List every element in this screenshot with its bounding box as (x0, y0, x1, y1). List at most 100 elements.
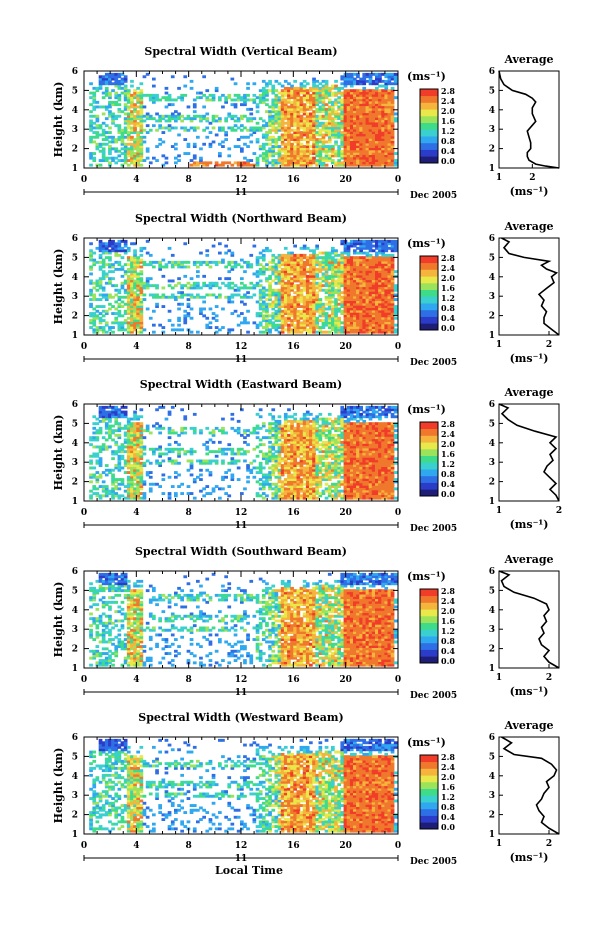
heatmap-cell (346, 138, 351, 141)
heatmap-cell (265, 133, 269, 137)
heatmap-cell (136, 110, 140, 114)
heatmap-cell (92, 293, 97, 297)
heatmap-cell (139, 478, 144, 481)
colorbar-frame (419, 88, 439, 164)
heatmap-cell (120, 415, 125, 419)
heatmap-cell (359, 279, 363, 283)
heatmap-cell (321, 107, 326, 111)
heatmap-cell (139, 433, 144, 437)
heatmap-cell (393, 242, 398, 246)
heatmap-cell (148, 461, 153, 465)
heatmap-cell (139, 152, 144, 155)
heatmap-cell (362, 323, 367, 327)
heatmap-cell (356, 265, 360, 269)
heatmap-cell (349, 147, 354, 151)
heatmap-cell (362, 300, 367, 304)
heatmap-cell (104, 274, 109, 278)
heatmap-cell (205, 119, 210, 123)
heatmap-cell (277, 265, 282, 269)
heatmap-cell (305, 114, 310, 118)
heatmap-cell (305, 105, 310, 109)
heatmap-cell (104, 487, 109, 491)
heatmap-cell (390, 112, 395, 116)
heatmap-cell (343, 103, 348, 107)
heatmap-cell (390, 117, 395, 121)
heatmap-cell (117, 496, 122, 500)
heatmap-cell (261, 124, 266, 128)
heatmap-cell (277, 96, 282, 100)
heatmap-cell (349, 258, 354, 262)
heatmap-cell (309, 267, 313, 271)
heatmap-cell (218, 117, 222, 121)
heatmap-cell (283, 328, 288, 332)
heatmap-cell (120, 457, 125, 461)
heatmap-cell (283, 253, 288, 257)
heatmap-cell (381, 321, 385, 325)
heatmap-cell (378, 307, 382, 311)
heatmap-cell (243, 321, 247, 325)
heatmap-cell (148, 98, 153, 102)
heatmap-cell (302, 288, 307, 292)
heatmap-cell (145, 426, 150, 430)
heatmap-cell (362, 251, 367, 255)
heatmap-cell (92, 328, 97, 332)
heatmap-cell (126, 98, 131, 102)
heatmap-cell (108, 468, 112, 472)
heatmap-cell (302, 295, 307, 299)
heatmap-cell (390, 326, 395, 329)
heatmap-cell (255, 128, 260, 132)
heatmap-cell (337, 270, 341, 274)
heatmap-cell (126, 471, 131, 474)
heatmap-cell (274, 128, 279, 132)
heatmap-cell (337, 272, 341, 276)
heatmap-cell (315, 140, 319, 144)
heatmap-cell (227, 260, 232, 264)
heatmap-cell (337, 293, 341, 297)
heatmap-cell (133, 436, 137, 440)
heatmap-cell (312, 307, 316, 311)
heatmap-cell (337, 124, 341, 128)
heatmap-cell (356, 133, 360, 137)
heatmap-cell (271, 256, 276, 260)
heatmap-cell (390, 140, 395, 144)
heatmap-cell (177, 454, 181, 458)
heatmap-cell (309, 105, 313, 109)
heatmap-cell (274, 79, 279, 83)
heatmap-cell (349, 124, 354, 128)
heatmap-cell (283, 319, 288, 322)
heatmap-cell (142, 286, 147, 290)
heatmap-cell (101, 128, 106, 132)
heatmap-cell (111, 284, 115, 288)
heatmap-cell (277, 159, 282, 162)
heatmap-cell (142, 246, 147, 250)
heatmap-cell (177, 133, 181, 137)
heatmap-cell (95, 316, 100, 320)
heatmap-cell (302, 314, 307, 318)
heatmap-cell (95, 475, 100, 479)
heatmap-cell (390, 281, 395, 285)
heatmap-cell (387, 279, 392, 283)
heatmap-cell (136, 284, 140, 288)
heatmap-cell (384, 86, 389, 90)
heatmap-cell (378, 135, 382, 139)
heatmap-cell (136, 321, 140, 325)
heatmap-cell (133, 438, 137, 442)
heatmap-cell (218, 163, 222, 167)
heatmap-cell (321, 124, 326, 128)
heatmap-cell (312, 145, 316, 148)
heatmap-cell (101, 258, 106, 262)
heatmap-cell (283, 302, 288, 306)
heatmap-cell (375, 82, 379, 86)
heatmap-cell (274, 281, 279, 285)
heatmap-cell (196, 163, 200, 167)
heatmap-cell (89, 103, 93, 107)
heatmap-cell (318, 277, 323, 281)
heatmap-cell (177, 316, 181, 320)
heatmap-cell (114, 464, 119, 467)
heatmap-cell (268, 314, 272, 318)
heatmap-cell (334, 260, 338, 264)
heatmap-cell (331, 145, 335, 148)
heatmap-cell (117, 457, 122, 461)
heatmap-cell (299, 260, 304, 264)
heatmap-cell (123, 91, 128, 95)
